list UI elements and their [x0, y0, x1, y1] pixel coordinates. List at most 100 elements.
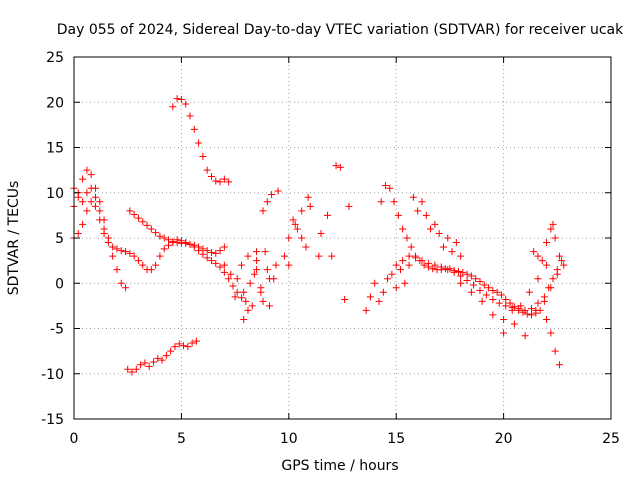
data-point — [162, 352, 170, 360]
data-point — [203, 247, 211, 255]
data-point — [476, 277, 484, 285]
data-point — [521, 332, 529, 340]
series-l — [285, 162, 353, 304]
data-point — [489, 311, 497, 319]
data-point — [534, 252, 542, 260]
data-point — [302, 243, 310, 251]
y-tick-label: 10 — [46, 186, 64, 202]
data-point — [422, 211, 430, 219]
data-point — [405, 252, 413, 260]
data-point — [240, 315, 248, 323]
data-point — [253, 248, 261, 256]
data-point — [502, 296, 510, 304]
data-point — [399, 257, 407, 265]
data-point — [171, 343, 179, 351]
data-point — [253, 266, 261, 274]
data-point — [199, 153, 207, 161]
chart-title: Day 055 of 2024, Sidereal Day-to-day VTE… — [57, 22, 624, 38]
data-point — [180, 342, 188, 350]
data-point — [139, 261, 147, 269]
series-g — [220, 261, 280, 305]
data-point — [517, 302, 525, 310]
x-tick-label: 0 — [70, 431, 79, 447]
data-point — [169, 103, 177, 111]
data-point — [392, 261, 400, 269]
data-point — [109, 243, 117, 251]
data-point — [362, 306, 370, 314]
data-points — [70, 95, 568, 376]
y-tick-label: -5 — [50, 322, 64, 338]
data-point — [553, 270, 561, 278]
data-point — [528, 311, 536, 319]
data-point — [463, 277, 471, 285]
data-point — [437, 263, 445, 271]
data-point — [412, 254, 420, 262]
data-point — [377, 198, 385, 206]
data-point — [113, 266, 121, 274]
data-point — [291, 220, 299, 228]
data-point — [220, 268, 228, 276]
data-point — [555, 252, 563, 260]
data-point — [500, 315, 508, 323]
data-point — [143, 221, 151, 229]
data-point — [149, 358, 157, 366]
data-point — [467, 288, 475, 296]
data-point — [439, 243, 447, 251]
y-axis-label: SDTVAR / TECUs — [6, 181, 22, 296]
data-point — [152, 261, 160, 269]
data-point — [242, 297, 250, 305]
data-point — [139, 218, 147, 226]
data-point — [167, 347, 175, 355]
data-point — [91, 202, 99, 210]
data-point — [79, 220, 87, 228]
data-point — [83, 189, 91, 197]
data-point — [386, 184, 394, 192]
y-tick-label: 15 — [46, 141, 64, 157]
y-tick-label: 5 — [55, 231, 64, 247]
data-point — [285, 261, 293, 269]
data-point — [216, 263, 224, 271]
data-point — [540, 293, 548, 301]
data-point — [457, 272, 465, 280]
data-point — [195, 139, 203, 147]
data-point — [117, 279, 125, 287]
data-point — [207, 248, 215, 256]
data-point — [227, 270, 235, 278]
data-point — [336, 163, 344, 171]
data-point — [547, 225, 555, 233]
data-point — [216, 247, 224, 255]
y-tick-label: -15 — [41, 412, 64, 428]
data-point — [130, 252, 138, 260]
data-point — [409, 193, 417, 201]
data-point — [463, 270, 471, 278]
data-point — [547, 329, 555, 337]
data-point — [240, 288, 248, 296]
series-m — [362, 261, 413, 314]
data-point — [454, 267, 462, 275]
data-point — [154, 354, 162, 362]
data-point — [122, 248, 130, 256]
data-point — [124, 365, 132, 373]
data-point — [405, 261, 413, 269]
data-point — [470, 281, 478, 289]
series-f — [169, 95, 233, 186]
series-r — [500, 220, 563, 323]
data-point — [493, 288, 501, 296]
data-point — [212, 177, 220, 185]
data-point — [457, 252, 465, 260]
data-point — [281, 252, 289, 260]
x-tick-label: 5 — [177, 431, 186, 447]
data-point — [500, 329, 508, 337]
data-point — [212, 249, 220, 257]
data-point — [444, 234, 452, 242]
data-point — [145, 363, 153, 371]
data-point — [392, 284, 400, 292]
data-point — [126, 207, 134, 215]
data-point — [497, 291, 505, 299]
y-tick-label: 0 — [55, 276, 64, 292]
data-point — [328, 252, 336, 260]
data-point — [450, 268, 458, 276]
data-point — [270, 275, 278, 283]
data-point — [156, 252, 164, 260]
data-point — [263, 266, 271, 274]
